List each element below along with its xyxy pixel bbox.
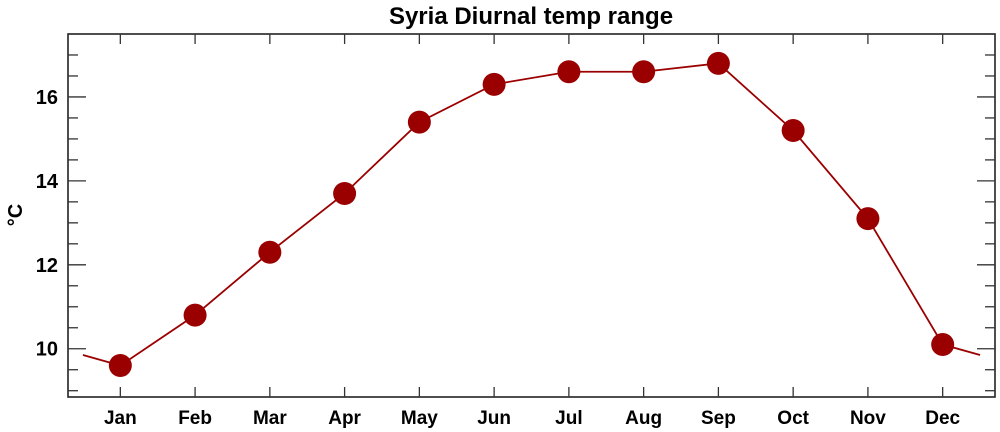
x-tick-label: Dec bbox=[925, 408, 960, 429]
x-tick-label: Nov bbox=[850, 408, 886, 429]
y-tick-label: 12 bbox=[36, 255, 58, 277]
data-point-may bbox=[407, 110, 431, 134]
x-tick-label: Jan bbox=[104, 408, 137, 429]
data-point-oct bbox=[781, 119, 805, 143]
x-tick-label: Aug bbox=[625, 408, 662, 429]
data-point-nov bbox=[856, 207, 880, 231]
chart-title: Syria Diurnal temp range bbox=[389, 3, 673, 30]
data-point-aug bbox=[632, 60, 656, 84]
x-tick-label: Sep bbox=[701, 408, 736, 429]
y-tick-label: 10 bbox=[36, 339, 58, 361]
y-tick-label: 14 bbox=[36, 171, 59, 193]
data-point-mar bbox=[258, 240, 282, 264]
y-tick-label: 16 bbox=[36, 87, 58, 109]
data-point-dec bbox=[931, 333, 955, 357]
series-line bbox=[82, 62, 981, 367]
x-tick-label: Oct bbox=[777, 408, 809, 429]
x-tick-label: Apr bbox=[328, 408, 361, 429]
x-tick-label: Jul bbox=[555, 408, 582, 429]
data-point-jan bbox=[108, 354, 132, 378]
data-point-jun bbox=[482, 72, 506, 96]
x-tick-label: May bbox=[401, 408, 438, 429]
plot-frame bbox=[67, 33, 996, 398]
data-point-feb bbox=[183, 303, 207, 327]
data-point-sep bbox=[706, 51, 730, 75]
y-axis-label: °C bbox=[5, 204, 27, 226]
data-point-apr bbox=[333, 181, 357, 205]
data-point-jul bbox=[557, 60, 581, 84]
x-tick-label: Feb bbox=[178, 408, 212, 429]
x-tick-label: Jun bbox=[477, 408, 511, 429]
x-tick-label: Mar bbox=[253, 408, 287, 429]
